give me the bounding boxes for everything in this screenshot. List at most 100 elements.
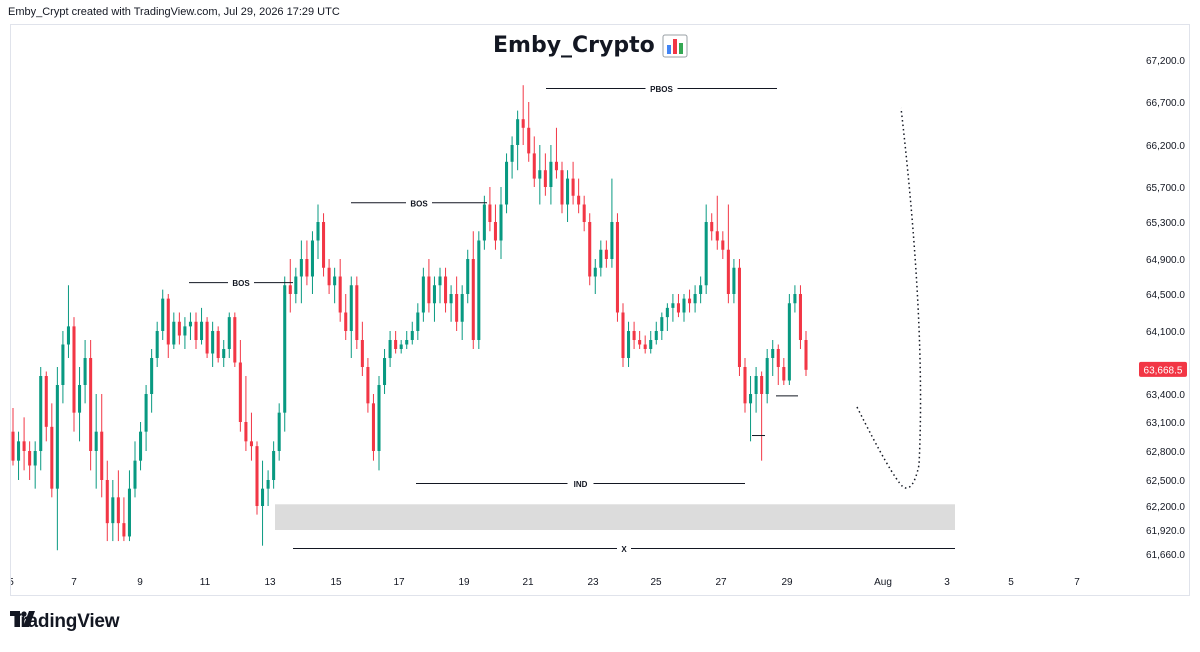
candle-body: [732, 267, 736, 294]
candle-body: [327, 267, 331, 286]
candle: [671, 294, 675, 322]
candle-body: [244, 422, 248, 442]
chart-snapshot-header: Emby_Crypt created with TradingView.com,…: [8, 6, 340, 18]
candle-body: [283, 285, 287, 413]
candle-body: [371, 403, 375, 451]
price-axis-label: 61,660.0: [1146, 550, 1185, 561]
candle: [449, 285, 453, 322]
pbos-annotation-label-bg: [645, 82, 678, 95]
candle-body: [194, 321, 198, 340]
candle: [194, 312, 198, 349]
candle: [150, 349, 154, 413]
candle: [621, 303, 625, 367]
candle: [427, 259, 431, 313]
candle: [771, 340, 775, 376]
candle-body: [804, 340, 808, 370]
candle: [233, 312, 237, 367]
candle-body: [177, 321, 181, 336]
candle: [44, 371, 48, 442]
candle-body: [682, 298, 686, 313]
candle-body: [477, 240, 481, 340]
candle-body: [360, 340, 364, 367]
pbos-annotation-label: PBOS: [650, 85, 673, 94]
candle: [610, 178, 614, 268]
candle-body: [510, 145, 514, 162]
bos-annotation-2-label-bg: [406, 196, 432, 209]
candle-body: [621, 312, 625, 358]
candle-body: [399, 344, 403, 349]
candle-body: [238, 362, 242, 422]
candle: [505, 153, 509, 214]
bos-annotation-2: BOS: [351, 196, 487, 209]
candle-body: [255, 446, 259, 506]
candle: [244, 376, 248, 451]
candle: [200, 307, 204, 345]
time-axis-label: 13: [264, 577, 276, 588]
candle-body: [588, 222, 592, 277]
candle: [549, 145, 553, 205]
candle-body: [366, 367, 370, 404]
candle-body: [693, 294, 697, 304]
candle: [488, 187, 492, 232]
candle-body: [277, 412, 281, 451]
candle: [322, 213, 326, 277]
candle: [111, 480, 115, 542]
candle-body: [787, 303, 791, 381]
candle: [188, 312, 192, 340]
candle: [89, 340, 93, 471]
candle-body: [105, 480, 109, 524]
candle-body: [571, 178, 575, 196]
candle: [299, 240, 303, 304]
candle: [394, 331, 398, 354]
candle: [139, 422, 143, 471]
candle: [349, 276, 353, 358]
candle: [133, 441, 137, 498]
candle: [444, 267, 448, 313]
ind-annotation-label-bg: [567, 477, 594, 490]
chart-area[interactable]: Emby_Crypto 67,200.0 66,700.0 66,200.0 65,70…: [10, 24, 1190, 596]
bos-annotation-1: BOS: [189, 276, 293, 289]
candle: [183, 317, 187, 349]
candle: [288, 259, 292, 313]
candle-body: [638, 340, 642, 345]
candle-body: [715, 231, 719, 241]
candle: [710, 213, 714, 241]
candle-body: [222, 349, 226, 358]
candle: [499, 187, 503, 259]
candle-body: [488, 204, 492, 222]
candle: [477, 231, 481, 349]
bos-annotation-1-label: BOS: [232, 279, 250, 288]
candle-body: [505, 161, 509, 205]
candle-body: [94, 431, 98, 451]
candle: [177, 312, 181, 345]
candle: [78, 367, 82, 442]
candle: [693, 285, 697, 313]
candle: [249, 412, 253, 461]
candle-body: [798, 294, 802, 340]
candle-body: [438, 276, 442, 286]
candle: [144, 385, 148, 451]
tradingview-logo[interactable]: TradingView: [10, 611, 120, 633]
candle: [732, 259, 736, 304]
candle-body: [11, 431, 15, 461]
candle: [482, 195, 486, 250]
candle: [704, 204, 708, 294]
price-axis-label: 66,200.0: [1146, 141, 1185, 152]
candlestick-chart[interactable]: Emby_Crypto 67,200.0 66,700.0 66,200.0 65,70…: [11, 25, 1189, 595]
x-annotation-label: X: [621, 545, 627, 554]
candle: [355, 276, 359, 349]
candle: [566, 170, 570, 222]
candle: [466, 249, 470, 304]
x-annotation: X: [293, 542, 955, 555]
candle-body: [111, 497, 115, 524]
candle-body: [760, 376, 764, 394]
candle-body: [227, 317, 231, 349]
candle-body: [610, 222, 614, 259]
candle-body: [527, 127, 531, 154]
candle-body: [55, 385, 59, 489]
candle-body: [627, 331, 631, 358]
candle: [543, 153, 547, 196]
candle: [344, 294, 348, 340]
candle: [688, 289, 692, 313]
time-axis-label: 27: [715, 577, 727, 588]
